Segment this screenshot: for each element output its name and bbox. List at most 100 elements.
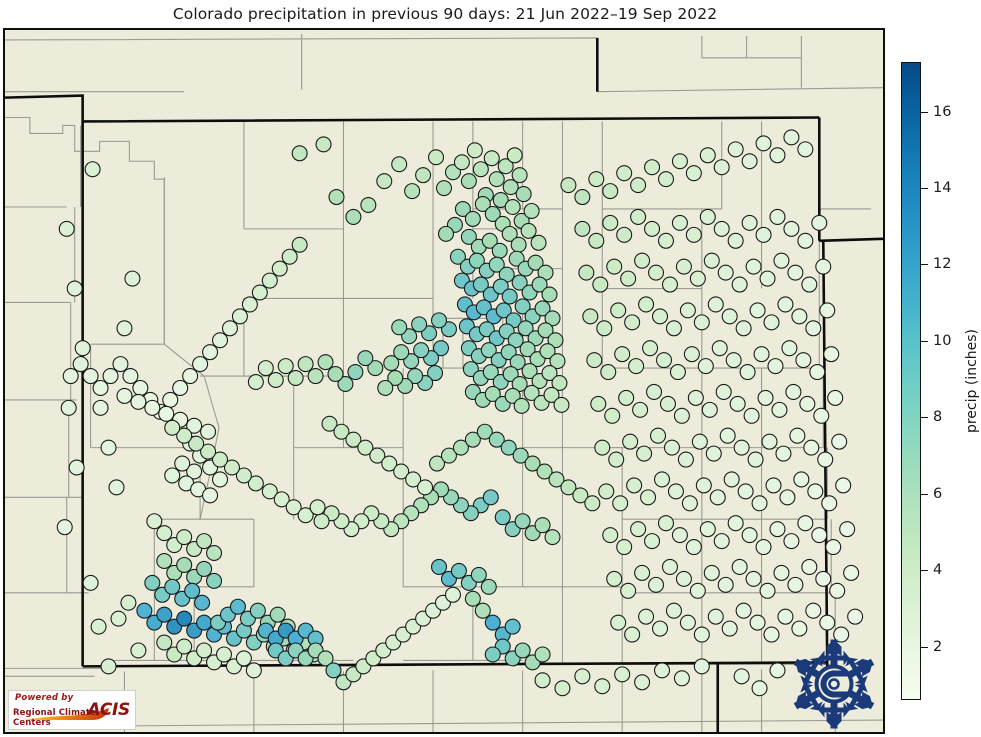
station-marker[interactable] bbox=[530, 234, 547, 251]
station-marker[interactable] bbox=[196, 560, 213, 577]
station-marker[interactable] bbox=[130, 393, 147, 410]
station-marker[interactable] bbox=[689, 270, 706, 287]
station-marker[interactable] bbox=[699, 208, 716, 225]
station-marker[interactable] bbox=[691, 433, 708, 450]
station-marker[interactable] bbox=[478, 321, 495, 338]
station-marker[interactable] bbox=[381, 455, 398, 472]
station-marker[interactable] bbox=[291, 145, 308, 162]
station-marker[interactable] bbox=[644, 159, 661, 176]
station-marker[interactable] bbox=[502, 366, 519, 383]
station-marker[interactable] bbox=[823, 346, 840, 363]
station-marker[interactable] bbox=[731, 558, 748, 575]
station-marker[interactable] bbox=[437, 225, 455, 242]
station-marker[interactable] bbox=[470, 566, 487, 583]
station-marker[interactable] bbox=[405, 471, 422, 488]
station-marker[interactable] bbox=[504, 387, 521, 404]
station-marker[interactable] bbox=[68, 459, 85, 476]
station-marker[interactable] bbox=[598, 483, 615, 500]
station-marker[interactable] bbox=[610, 614, 627, 631]
station-marker[interactable] bbox=[444, 164, 461, 181]
station-marker[interactable] bbox=[616, 226, 633, 243]
station-marker[interactable] bbox=[186, 417, 203, 434]
station-marker[interactable] bbox=[807, 483, 824, 500]
station-marker[interactable] bbox=[313, 513, 330, 530]
station-marker[interactable] bbox=[634, 252, 651, 269]
station-marker[interactable] bbox=[797, 515, 814, 532]
station-marker[interactable] bbox=[626, 477, 643, 494]
station-marker[interactable] bbox=[679, 614, 696, 631]
station-marker[interactable] bbox=[391, 319, 408, 336]
station-marker[interactable] bbox=[501, 288, 518, 305]
station-marker[interactable] bbox=[507, 332, 524, 349]
station-marker[interactable] bbox=[638, 608, 655, 625]
station-marker[interactable] bbox=[661, 558, 678, 575]
station-marker[interactable] bbox=[453, 154, 470, 171]
station-marker[interactable] bbox=[464, 590, 481, 607]
station-marker[interactable] bbox=[510, 236, 527, 253]
station-marker[interactable] bbox=[249, 602, 266, 619]
station-marker[interactable] bbox=[763, 626, 780, 643]
station-marker[interactable] bbox=[634, 674, 651, 691]
station-marker[interactable] bbox=[404, 183, 421, 200]
station-marker[interactable] bbox=[727, 232, 744, 249]
station-marker[interactable] bbox=[731, 276, 748, 293]
station-marker[interactable] bbox=[809, 364, 826, 381]
station-marker[interactable] bbox=[223, 459, 240, 476]
station-marker[interactable] bbox=[480, 578, 497, 595]
station-marker[interactable] bbox=[482, 364, 499, 381]
station-marker[interactable] bbox=[783, 220, 800, 237]
station-marker[interactable] bbox=[156, 552, 173, 569]
station-marker[interactable] bbox=[783, 129, 800, 146]
station-marker[interactable] bbox=[699, 147, 716, 164]
station-marker[interactable] bbox=[391, 156, 408, 173]
station-marker[interactable] bbox=[500, 439, 517, 456]
station-marker[interactable] bbox=[707, 608, 724, 625]
station-marker[interactable] bbox=[612, 495, 629, 512]
station-marker[interactable] bbox=[196, 533, 213, 550]
station-marker[interactable] bbox=[657, 171, 675, 188]
station-marker[interactable] bbox=[663, 439, 680, 456]
station-marker[interactable] bbox=[739, 364, 756, 381]
station-marker[interactable] bbox=[136, 602, 153, 619]
station-marker[interactable] bbox=[683, 346, 700, 363]
station-marker[interactable] bbox=[376, 173, 393, 190]
station-marker[interactable] bbox=[777, 608, 794, 625]
station-marker[interactable] bbox=[212, 471, 229, 488]
station-marker[interactable] bbox=[616, 539, 633, 556]
station-marker[interactable] bbox=[184, 582, 201, 599]
station-marker[interactable] bbox=[707, 296, 724, 313]
station-marker[interactable] bbox=[480, 342, 497, 359]
station-marker[interactable] bbox=[132, 379, 149, 396]
station-marker[interactable] bbox=[231, 308, 248, 325]
station-marker[interactable] bbox=[433, 340, 450, 357]
station-marker[interactable] bbox=[413, 342, 430, 359]
station-marker[interactable] bbox=[483, 150, 500, 167]
station-marker[interactable] bbox=[60, 399, 77, 416]
station-marker[interactable] bbox=[315, 136, 332, 153]
station-marker[interactable] bbox=[721, 308, 738, 325]
station-marker[interactable] bbox=[543, 386, 560, 403]
station-marker[interactable] bbox=[200, 443, 217, 460]
station-marker[interactable] bbox=[328, 189, 345, 206]
station-marker[interactable] bbox=[192, 356, 209, 373]
station-marker[interactable] bbox=[464, 210, 481, 227]
station-marker[interactable] bbox=[377, 379, 394, 396]
station-marker[interactable] bbox=[783, 533, 800, 550]
station-marker[interactable] bbox=[791, 308, 808, 325]
station-marker[interactable] bbox=[773, 252, 790, 269]
station-marker[interactable] bbox=[650, 427, 667, 444]
station-marker[interactable] bbox=[723, 471, 740, 488]
station-marker[interactable] bbox=[653, 662, 671, 679]
station-marker[interactable] bbox=[504, 198, 521, 215]
map-canvas[interactable] bbox=[5, 30, 883, 732]
station-marker[interactable] bbox=[194, 594, 211, 611]
station-marker[interactable] bbox=[755, 226, 772, 243]
station-marker[interactable] bbox=[511, 375, 528, 392]
station-marker[interactable] bbox=[484, 385, 501, 402]
station-marker[interactable] bbox=[488, 256, 505, 273]
station-marker[interactable] bbox=[411, 316, 428, 333]
station-marker[interactable] bbox=[513, 397, 530, 414]
station-marker[interactable] bbox=[514, 298, 531, 315]
station-marker[interactable] bbox=[514, 513, 531, 530]
station-marker[interactable] bbox=[803, 439, 820, 456]
